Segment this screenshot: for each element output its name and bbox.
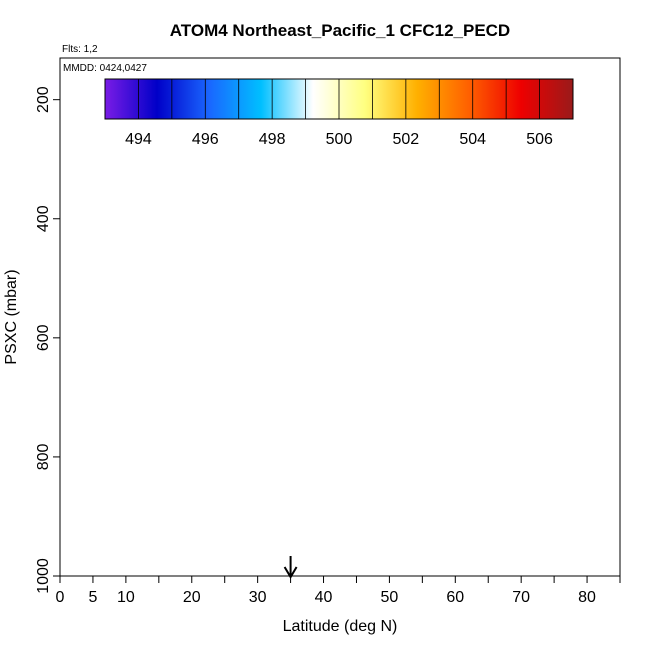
sample-point: [209, 155, 214, 161]
x-tick-label: 70: [512, 589, 530, 606]
sample-point: [301, 182, 307, 188]
colorbar-tick-label: 504: [459, 131, 486, 148]
sample-point: [288, 258, 293, 263]
colorbar-tick-label: 498: [259, 131, 286, 148]
sample-point: [288, 287, 293, 293]
x-axis-label: Latitude (deg N): [283, 618, 398, 635]
flights-label: Flts: 1,2: [62, 44, 98, 55]
x-tick-label: 30: [249, 589, 267, 606]
sample-point: [97, 124, 102, 129]
sample-points: [84, 122, 320, 576]
sample-point: [110, 123, 115, 128]
sample-point: [288, 246, 293, 251]
colorbar-tick-label: 502: [393, 131, 420, 148]
plot-frame: [59, 57, 621, 577]
sample-point: [90, 532, 96, 537]
colorbar-tick-label: 500: [326, 131, 353, 148]
x-axis: 0 5 10 20 30 40 50 60 70 80: [56, 576, 621, 606]
colorbar-tick-label: 494: [125, 131, 152, 148]
sample-point: [90, 320, 96, 326]
sample-point: [275, 183, 280, 188]
x-tick-label: 0: [56, 589, 65, 606]
sample-point: [196, 135, 201, 141]
sample-point: [169, 570, 175, 576]
sample-point: [196, 478, 201, 483]
sample-point: [169, 466, 175, 472]
y-axis-label: PSXC (mbar): [3, 269, 20, 364]
sample-point: [97, 341, 102, 347]
x-tick-label: 20: [183, 589, 201, 606]
sample-point: [97, 156, 102, 162]
sample-point: [156, 136, 162, 142]
y-axis: 200 400 600 800 1000: [35, 86, 60, 594]
sample-point: [97, 185, 102, 191]
sample-point: [90, 389, 96, 394]
y-tick-label: 800: [35, 443, 52, 470]
x-tick-label: 40: [315, 589, 333, 606]
sample-point: [215, 311, 221, 317]
sample-point: [84, 429, 89, 435]
sample-point: [163, 127, 168, 132]
sample-point: [123, 122, 129, 127]
sample-point: [281, 382, 287, 387]
colorbar-ticks: 494 496 498 500 502 504 506: [125, 79, 553, 148]
sample-point: [143, 430, 148, 436]
sample-point: [169, 136, 175, 142]
y-tick-label: 400: [35, 205, 52, 232]
sample-point: [288, 215, 293, 220]
sample-point: [209, 226, 214, 232]
sample-point: [117, 143, 122, 149]
dates-label: MMDD: 0424,0427: [63, 63, 147, 74]
sample-point: [209, 258, 214, 263]
sample-point: [143, 136, 148, 141]
sample-point: [130, 136, 135, 141]
sample-point: [314, 174, 320, 180]
sample-point: [117, 228, 122, 233]
sample-point: [281, 178, 287, 183]
x-tick-label: 5: [88, 589, 97, 606]
latitude-marker-arrow: [283, 556, 298, 579]
sample-point: [176, 329, 181, 335]
sample-point: [143, 123, 148, 128]
y-tick-label: 600: [35, 324, 52, 351]
sample-point: [136, 374, 142, 379]
sample-point: [90, 249, 96, 254]
sample-point: [176, 552, 181, 558]
sample-point: [182, 227, 188, 232]
sample-point: [123, 573, 129, 576]
sample-point: [156, 122, 162, 127]
marker-head: [283, 566, 298, 579]
y-tick-label: 1000: [35, 558, 52, 594]
sample-point: [182, 136, 188, 141]
x-tick-label: 10: [117, 589, 135, 606]
sample-point: [156, 408, 162, 413]
colorbar-tick-label: 496: [192, 131, 219, 148]
x-tick-label: 60: [446, 589, 464, 606]
y-tick-label: 200: [35, 86, 52, 113]
chart-title: ATOM4 Northeast_Pacific_1 CFC12_PECD: [170, 21, 510, 40]
sample-point: [222, 359, 227, 364]
sample-point: [215, 489, 221, 494]
x-tick-label: 80: [578, 589, 596, 606]
sample-point: [123, 264, 129, 269]
x-tick-label: 50: [381, 589, 399, 606]
colorbar-tick-label: 506: [526, 131, 553, 148]
sample-point: [275, 155, 280, 160]
sample-point: [308, 287, 313, 293]
sample-point: [308, 176, 313, 181]
